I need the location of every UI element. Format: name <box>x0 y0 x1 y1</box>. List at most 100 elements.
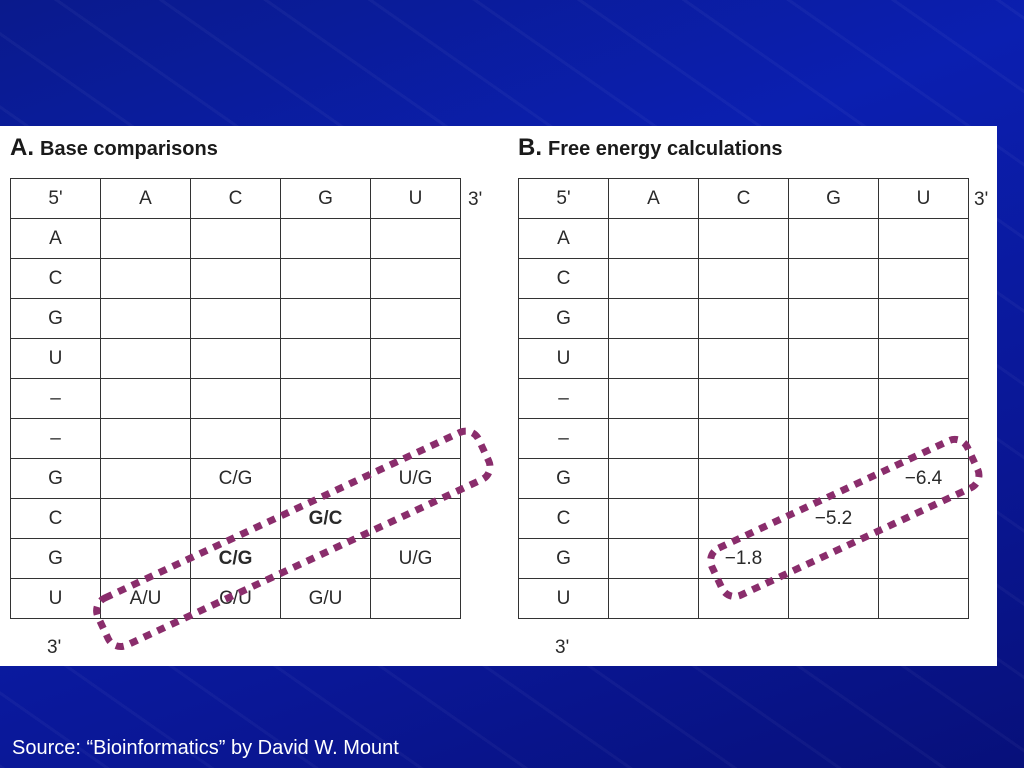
panel-a-heading: A. Base comparisons <box>10 134 218 162</box>
row-label: U <box>518 578 609 619</box>
header-cell: A <box>608 178 699 219</box>
table-cell: C/G <box>190 458 281 499</box>
table-cell: G/U <box>280 578 371 619</box>
table-cell <box>788 538 879 579</box>
panel-b-title: Free energy calculations <box>548 138 783 160</box>
panel-b-3prime-top: 3' <box>974 189 989 210</box>
table-cell <box>698 578 789 619</box>
table-row: C −5.2 <box>518 498 969 539</box>
table-row: U <box>518 338 969 379</box>
table-cell <box>100 458 191 499</box>
row-label: G <box>10 298 101 339</box>
table-cell <box>370 578 461 619</box>
table-cell <box>190 338 281 379</box>
panel-b-heading: B. Free energy calculations <box>518 134 783 162</box>
table-cell <box>370 418 461 459</box>
table-cell <box>100 338 191 379</box>
row-label: U <box>518 338 609 379</box>
table-cell <box>370 378 461 419</box>
base-comparison-table: 5' A C G U A C G U <box>10 178 461 619</box>
table-row: – <box>518 378 969 419</box>
table-row: C <box>10 258 461 299</box>
table-cell <box>788 418 879 459</box>
header-cell: U <box>370 178 461 219</box>
table-cell <box>370 258 461 299</box>
header-cell: 5' <box>518 178 609 219</box>
figure-panel: A. Base comparisons 5' A C G U A C G <box>0 126 997 666</box>
table-cell <box>608 298 699 339</box>
table-header-row: 5' A C G U <box>10 178 461 219</box>
table-cell <box>608 538 699 579</box>
row-label: C <box>10 258 101 299</box>
header-cell: G <box>788 178 879 219</box>
table-cell <box>280 218 371 259</box>
table-row: G <box>518 298 969 339</box>
row-label: C <box>518 498 609 539</box>
table-cell <box>190 298 281 339</box>
row-label: G <box>10 538 101 579</box>
table-cell <box>100 218 191 259</box>
table-cell <box>788 378 879 419</box>
panel-a-letter: A. <box>10 134 34 161</box>
row-label: A <box>518 218 609 259</box>
table-cell <box>698 378 789 419</box>
row-label: G <box>10 458 101 499</box>
table-row: U <box>10 338 461 379</box>
table-row: C G/C <box>10 498 461 539</box>
table-row: G −6.4 <box>518 458 969 499</box>
table-cell <box>280 458 371 499</box>
table-cell <box>100 258 191 299</box>
table-cell <box>370 298 461 339</box>
table-cell: −6.4 <box>878 458 969 499</box>
table-cell <box>698 498 789 539</box>
table-cell <box>190 418 281 459</box>
table-cell <box>100 378 191 419</box>
table-cell <box>788 578 879 619</box>
row-label: G <box>518 298 609 339</box>
panel-a-title: Base comparisons <box>40 138 218 160</box>
table-cell <box>878 338 969 379</box>
table-cell <box>190 218 281 259</box>
table-cell <box>698 218 789 259</box>
table-cell: G/C <box>280 498 371 539</box>
table-cell <box>280 378 371 419</box>
table-row: G −1.8 <box>518 538 969 579</box>
header-cell: A <box>100 178 191 219</box>
table-cell <box>788 338 879 379</box>
header-cell: 5' <box>10 178 101 219</box>
free-energy-table: 5' A C G U A C G U <box>518 178 969 619</box>
table-cell: U/G <box>370 458 461 499</box>
table-row: G C/G U/G <box>10 538 461 579</box>
table-cell <box>698 338 789 379</box>
table-cell <box>280 418 371 459</box>
table-cell <box>608 418 699 459</box>
table-row: G C/G U/G <box>10 458 461 499</box>
table-cell <box>878 418 969 459</box>
table-cell <box>608 578 699 619</box>
table-cell <box>100 498 191 539</box>
table-cell <box>698 418 789 459</box>
table-cell <box>788 458 879 499</box>
table-row: – <box>10 378 461 419</box>
table-cell <box>878 498 969 539</box>
header-cell: C <box>698 178 789 219</box>
panel-a-3prime-top: 3' <box>468 189 483 210</box>
table-cell <box>878 378 969 419</box>
header-cell: G <box>280 178 371 219</box>
table-cell <box>788 258 879 299</box>
table-cell <box>878 218 969 259</box>
header-cell: U <box>878 178 969 219</box>
table-cell <box>608 218 699 259</box>
table-cell: −1.8 <box>698 538 789 579</box>
table-row: – <box>518 418 969 459</box>
table-cell <box>370 338 461 379</box>
table-cell <box>788 218 879 259</box>
row-label: – <box>10 418 101 459</box>
table-cell <box>608 378 699 419</box>
row-label: – <box>518 418 609 459</box>
table-row: U <box>518 578 969 619</box>
table-cell <box>878 298 969 339</box>
table-cell <box>190 258 281 299</box>
row-label: – <box>518 378 609 419</box>
row-label: A <box>10 218 101 259</box>
